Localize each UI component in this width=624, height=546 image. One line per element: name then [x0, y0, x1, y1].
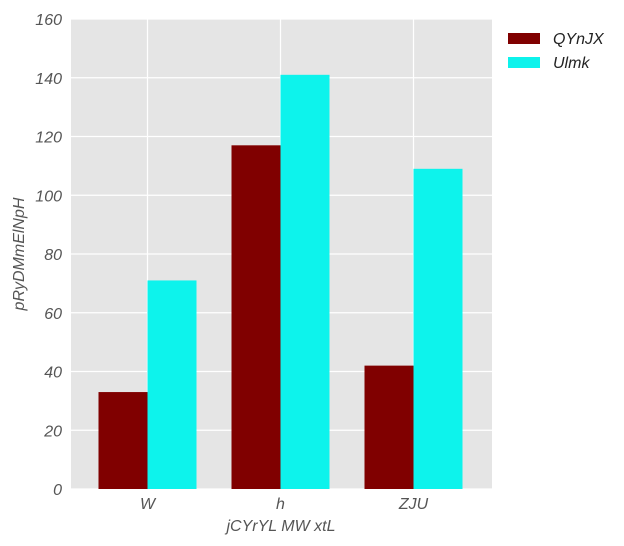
y-tick-label: 100 [35, 188, 62, 205]
y-tick-label: 120 [35, 130, 62, 147]
y-tick-label: 60 [44, 306, 62, 323]
legend-swatch-series-1 [508, 33, 540, 44]
y-tick-label: 140 [35, 71, 62, 88]
bars [98, 74, 463, 489]
x-tick-label: ZJU [398, 496, 429, 513]
bar-Ulmk-W [147, 280, 197, 489]
y-axis-title: pRyDMmElNpH [11, 197, 28, 311]
bar-QYnJX-ZJU [364, 365, 414, 489]
bar-Ulmk-ZJU [413, 168, 463, 489]
legend-swatch-series-2 [508, 57, 540, 68]
y-tick-label: 20 [43, 423, 62, 440]
legend-label-series-2: Ulmk [553, 55, 590, 72]
y-tick-label: 40 [44, 365, 62, 382]
bar-QYnJX-h [231, 145, 281, 489]
legend-label-series-1: QYnJX [553, 31, 605, 48]
legend: QYnJX Ulmk [508, 31, 605, 72]
bar-Ulmk-h [280, 74, 330, 489]
y-tick-label: 80 [44, 247, 62, 264]
y-tick-label: 160 [35, 12, 62, 29]
x-tick-label: W [140, 496, 157, 513]
y-axis-ticks: 0 20 40 60 80 100 120 140 160 [35, 12, 62, 499]
y-tick-label: 0 [53, 482, 62, 499]
x-axis-title: jCYrYL MW xtL [224, 518, 335, 535]
x-tick-label: h [276, 496, 285, 513]
bar-QYnJX-W [98, 392, 148, 489]
